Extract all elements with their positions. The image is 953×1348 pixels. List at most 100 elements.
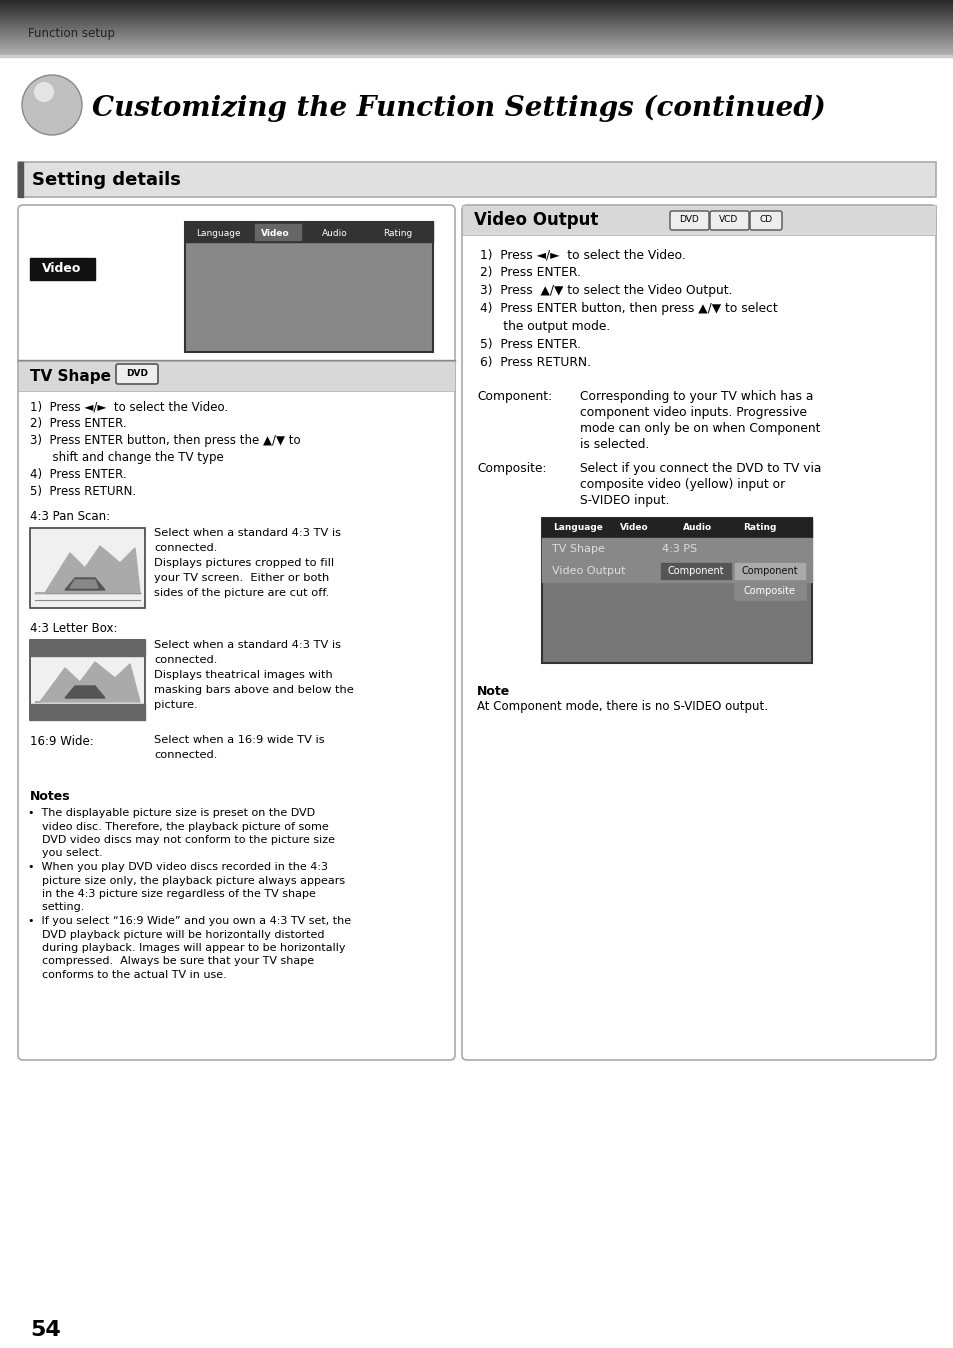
Text: Video: Video [261, 229, 290, 237]
Text: in the 4:3 picture size regardless of the TV shape: in the 4:3 picture size regardless of th… [28, 888, 315, 899]
Bar [185, 222, 433, 243]
Text: is selected.: is selected. [579, 438, 649, 452]
Text: setting.: setting. [28, 903, 84, 913]
Text: mode can only be on when Component: mode can only be on when Component [579, 422, 820, 435]
Text: Video: Video [619, 523, 648, 532]
Bar [30, 257, 95, 280]
Text: •  If you select “16:9 Wide” and you own a 4:3 TV set, the: • If you select “16:9 Wide” and you own … [28, 917, 351, 926]
Bar [30, 640, 145, 720]
Bar [18, 360, 455, 361]
Text: connected.: connected. [153, 749, 217, 760]
FancyBboxPatch shape [749, 212, 781, 231]
Text: during playback. Images will appear to be horizontally: during playback. Images will appear to b… [28, 944, 345, 953]
Text: video disc. Therefore, the playback picture of some: video disc. Therefore, the playback pict… [28, 821, 329, 832]
Text: 4:3 Letter Box:: 4:3 Letter Box: [30, 621, 117, 635]
Bar [733, 582, 805, 600]
Text: 4:3 PS: 4:3 PS [661, 545, 697, 554]
Text: 2)  Press ENTER.: 2) Press ENTER. [479, 266, 580, 279]
Text: Setting details: Setting details [32, 171, 181, 189]
Text: your TV screen.  Either or both: your TV screen. Either or both [153, 573, 329, 582]
Bar [461, 205, 935, 235]
Text: Rating: Rating [742, 523, 776, 532]
Text: Select when a standard 4:3 TV is: Select when a standard 4:3 TV is [153, 640, 340, 650]
Text: Corresponding to your TV which has a: Corresponding to your TV which has a [579, 390, 813, 403]
Text: Component: Component [667, 566, 723, 576]
Bar [18, 162, 935, 197]
Text: Video Output: Video Output [474, 212, 598, 229]
Text: Rating: Rating [382, 229, 412, 237]
Text: TV Shape: TV Shape [552, 545, 604, 554]
Bar [185, 222, 433, 352]
Text: shift and change the TV type: shift and change the TV type [30, 452, 224, 464]
Text: 3)  Press  ▲/▼ to select the Video Output.: 3) Press ▲/▼ to select the Video Output. [479, 284, 732, 297]
Text: Select when a 16:9 wide TV is: Select when a 16:9 wide TV is [153, 735, 324, 745]
Text: Select if you connect the DVD to TV via: Select if you connect the DVD to TV via [579, 462, 821, 474]
Text: TV Shape: TV Shape [30, 368, 111, 383]
Bar [541, 538, 811, 559]
Text: 3)  Press ENTER button, then press the ▲/▼ to: 3) Press ENTER button, then press the ▲/… [30, 434, 300, 448]
Text: 6)  Press RETURN.: 6) Press RETURN. [479, 356, 590, 369]
Bar [18, 361, 455, 391]
Text: DVD: DVD [126, 369, 148, 379]
Polygon shape [65, 578, 105, 590]
Bar [18, 162, 23, 197]
Bar [541, 559, 811, 582]
FancyBboxPatch shape [669, 212, 708, 231]
Text: 5)  Press RETURN.: 5) Press RETURN. [30, 485, 136, 497]
Text: Video: Video [42, 263, 82, 275]
FancyBboxPatch shape [18, 205, 455, 1060]
Text: Audio: Audio [682, 523, 711, 532]
Text: 1)  Press ◄/►  to select the Video.: 1) Press ◄/► to select the Video. [30, 400, 228, 412]
Text: 2)  Press ENTER.: 2) Press ENTER. [30, 417, 127, 430]
Bar [30, 640, 145, 656]
Bar [541, 518, 811, 663]
Text: picture.: picture. [153, 700, 197, 710]
Bar [541, 518, 811, 538]
Bar [0, 55, 953, 57]
Circle shape [22, 75, 82, 135]
Polygon shape [65, 686, 105, 698]
Bar [733, 562, 805, 580]
Circle shape [34, 82, 54, 102]
Text: Language: Language [195, 229, 240, 237]
Text: 4)  Press ENTER.: 4) Press ENTER. [30, 468, 127, 481]
Bar [659, 562, 731, 580]
Bar [254, 224, 301, 240]
Text: masking bars above and below the: masking bars above and below the [153, 685, 354, 696]
Text: Notes: Notes [30, 790, 71, 803]
FancyBboxPatch shape [116, 364, 158, 384]
Text: composite video (yellow) input or: composite video (yellow) input or [579, 479, 784, 491]
FancyBboxPatch shape [461, 205, 935, 1060]
Polygon shape [70, 580, 98, 588]
Text: DVD: DVD [679, 216, 699, 225]
Polygon shape [35, 662, 140, 702]
Text: S-VIDEO input.: S-VIDEO input. [579, 493, 669, 507]
Text: Composite:: Composite: [476, 462, 546, 474]
Text: CD: CD [759, 216, 772, 225]
Text: Function setup: Function setup [28, 27, 115, 39]
Text: •  When you play DVD video discs recorded in the 4:3: • When you play DVD video discs recorded… [28, 861, 328, 872]
Text: component video inputs. Progressive: component video inputs. Progressive [579, 406, 806, 419]
Text: VCD: VCD [719, 216, 738, 225]
Text: •  The displayable picture size is preset on the DVD: • The displayable picture size is preset… [28, 807, 314, 818]
Text: Component:: Component: [476, 390, 552, 403]
Text: Component: Component [740, 566, 798, 576]
Text: conforms to the actual TV in use.: conforms to the actual TV in use. [28, 971, 227, 980]
Text: connected.: connected. [153, 655, 217, 665]
Text: 1)  Press ◄/►  to select the Video.: 1) Press ◄/► to select the Video. [479, 248, 685, 262]
Text: sides of the picture are cut off.: sides of the picture are cut off. [153, 588, 329, 599]
Text: Audio: Audio [322, 229, 348, 237]
Text: the output mode.: the output mode. [479, 319, 610, 333]
FancyBboxPatch shape [709, 212, 748, 231]
Text: Displays pictures cropped to fill: Displays pictures cropped to fill [153, 558, 334, 568]
Text: Customizing the Function Settings (continued): Customizing the Function Settings (conti… [91, 94, 825, 121]
Text: picture size only, the playback picture always appears: picture size only, the playback picture … [28, 875, 345, 886]
Text: Composite: Composite [743, 586, 795, 596]
Text: compressed.  Always be sure that your TV shape: compressed. Always be sure that your TV … [28, 957, 314, 967]
Text: 54: 54 [30, 1320, 61, 1340]
Polygon shape [35, 546, 140, 593]
Text: you select.: you select. [28, 848, 103, 859]
Text: Video Output: Video Output [552, 566, 625, 576]
Text: 5)  Press ENTER.: 5) Press ENTER. [479, 338, 580, 350]
Bar [30, 528, 145, 608]
